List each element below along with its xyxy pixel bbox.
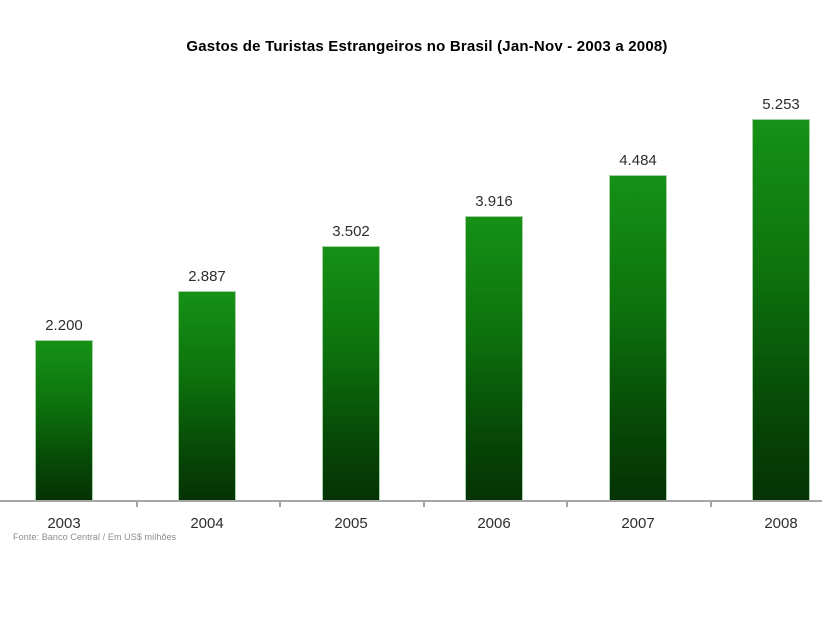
axis-tick (710, 502, 712, 507)
x-axis-label: 2007 (621, 515, 655, 532)
x-axis-label: 2003 (47, 515, 81, 532)
bar-2008 (752, 119, 810, 500)
axis-tick (566, 502, 568, 507)
x-axis-label: 2005 (334, 515, 368, 532)
x-axis-label: 2004 (190, 515, 224, 532)
x-axis-label: 2008 (764, 515, 798, 532)
bar-2003 (35, 340, 93, 500)
x-axis-line (0, 500, 822, 502)
axis-tick (279, 502, 281, 507)
bar-value-label: 4.484 (619, 152, 657, 169)
bar-value-label: 3.916 (475, 193, 513, 210)
x-axis-label: 2006 (477, 515, 511, 532)
bar-value-label: 2.200 (45, 317, 83, 334)
chart-title: Gastos de Turistas Estrangeiros no Brasi… (186, 38, 668, 55)
bar-2004 (178, 291, 236, 500)
bar-value-label: 2.887 (188, 268, 226, 285)
bar-value-label: 3.502 (332, 223, 370, 240)
source-note: Fonte: Banco Central / Em US$ milhões (13, 532, 177, 542)
bar-2007 (609, 175, 667, 500)
axis-tick (423, 502, 425, 507)
axis-tick (136, 502, 138, 507)
bar-value-label: 5.253 (762, 96, 800, 113)
bar-2005 (322, 246, 380, 500)
bar-2006 (465, 216, 523, 500)
